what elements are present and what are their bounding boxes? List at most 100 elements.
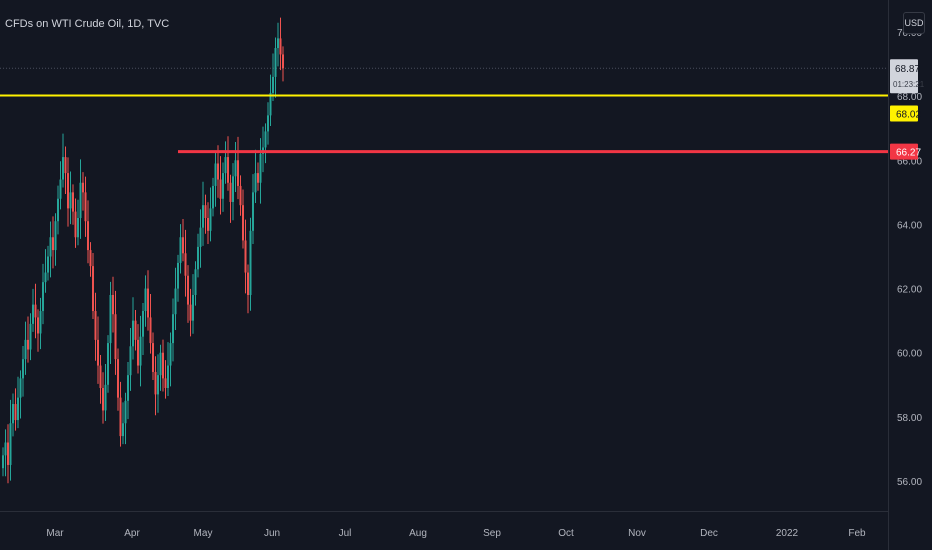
- candle-body: [254, 173, 257, 193]
- candle-body: [164, 378, 167, 388]
- candle-body: [244, 240, 247, 273]
- candle-body: [12, 404, 14, 424]
- candle-body: [239, 185, 242, 206]
- candle-body: [162, 352, 164, 379]
- candle-body: [179, 237, 182, 263]
- candle-body: [37, 317, 39, 334]
- candles-group: [2, 17, 284, 484]
- candle-body: [279, 38, 282, 55]
- candle-body: [89, 250, 92, 267]
- candle-body: [224, 157, 227, 174]
- candle-body: [234, 160, 237, 177]
- candle-body: [157, 375, 159, 395]
- time-tick-label: Apr: [124, 528, 140, 539]
- last-price-label: 68.87: [895, 64, 920, 75]
- price-tick-label: 60.00: [897, 349, 922, 360]
- candle-body: [29, 323, 32, 350]
- yellow-line-price-label-bg: [890, 105, 918, 122]
- candle-body: [92, 266, 94, 312]
- candle-body: [139, 336, 142, 366]
- candle-body: [82, 182, 84, 193]
- last-price-label-bg: [890, 59, 918, 94]
- candle-body: [64, 157, 67, 174]
- candle-body: [79, 182, 82, 219]
- candle-body: [27, 339, 29, 350]
- candle-body: [182, 237, 184, 254]
- candle-body: [67, 173, 69, 209]
- candle-body: [199, 227, 202, 247]
- candle-body: [219, 179, 222, 199]
- time-axis[interactable]: Mar Apr May Jun Jul Aug Sep Oct Nov Dec 2022 Feb: [46, 528, 866, 539]
- candle-body: [189, 304, 192, 321]
- candle-body: [247, 272, 249, 295]
- candle-body: [109, 294, 112, 344]
- candle-body: [282, 54, 284, 69]
- red-line-price-label-bg: [890, 143, 918, 160]
- candle-body: [172, 314, 174, 344]
- candle-body: [49, 237, 52, 257]
- candle-body: [129, 346, 132, 376]
- candle-body: [52, 237, 54, 251]
- candle-body: [214, 163, 217, 186]
- candle-body: [264, 131, 267, 148]
- candle-body: [167, 365, 169, 388]
- candle-body: [174, 288, 177, 315]
- candle-body: [252, 192, 254, 231]
- candle-body: [24, 339, 27, 360]
- candle-body: [144, 288, 147, 312]
- time-tick-label: Dec: [700, 528, 718, 539]
- candle-body: [112, 294, 114, 315]
- candle-body: [99, 365, 102, 388]
- candle-body: [187, 275, 189, 305]
- currency-button[interactable]: USD: [903, 12, 925, 34]
- candle-body: [119, 397, 122, 437]
- candle-body: [47, 256, 49, 273]
- candle-body: [269, 92, 272, 116]
- candle-body: [229, 182, 232, 202]
- candle-body: [137, 339, 139, 366]
- candle-body: [249, 230, 252, 295]
- candle-body: [87, 221, 89, 251]
- candle-body: [104, 384, 107, 411]
- candle-body: [4, 442, 7, 456]
- price-tick-label: 64.00: [897, 220, 922, 231]
- candle-body: [154, 371, 157, 395]
- candle-body: [94, 311, 97, 340]
- candle-body: [62, 157, 64, 180]
- candle-body: [117, 359, 119, 398]
- candle-body: [274, 48, 277, 77]
- candle-body: [134, 320, 137, 340]
- candle-body: [57, 198, 59, 222]
- candle-body: [204, 205, 207, 219]
- candle-body: [74, 211, 77, 238]
- candle-body: [147, 288, 149, 318]
- candle-body: [84, 192, 87, 222]
- candle-body: [39, 311, 42, 334]
- candle-body: [149, 317, 152, 344]
- candle-body: [202, 205, 204, 228]
- candle-body: [152, 343, 154, 372]
- candle-body: [22, 359, 24, 379]
- candle-body: [184, 253, 187, 276]
- time-tick-label: Jul: [339, 528, 352, 539]
- candle-body: [192, 294, 194, 321]
- candle-body: [77, 218, 79, 238]
- candle-body: [34, 304, 37, 318]
- candle-body: [132, 320, 134, 347]
- candle-body: [97, 339, 99, 366]
- candle-body: [232, 176, 234, 202]
- candle-body: [69, 192, 72, 209]
- candle-body: [194, 269, 197, 295]
- yellow-line-price-label: 68.02: [896, 110, 921, 121]
- candle-body: [54, 221, 57, 251]
- candle-body: [272, 76, 274, 93]
- candle-body: [44, 272, 47, 283]
- candle-body: [209, 208, 212, 231]
- time-tick-label: Nov: [628, 528, 646, 539]
- price-tick-label: 56.00: [897, 477, 922, 488]
- candle-body: [222, 173, 224, 199]
- candle-body: [207, 218, 209, 231]
- candle-body: [42, 282, 44, 312]
- candle-body: [9, 423, 12, 465]
